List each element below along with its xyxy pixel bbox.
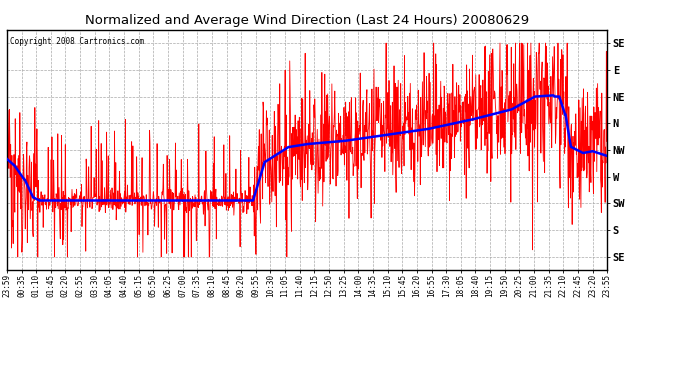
Title: Normalized and Average Wind Direction (Last 24 Hours) 20080629: Normalized and Average Wind Direction (L… [85,15,529,27]
Text: Copyright 2008 Cartronics.com: Copyright 2008 Cartronics.com [10,37,144,46]
